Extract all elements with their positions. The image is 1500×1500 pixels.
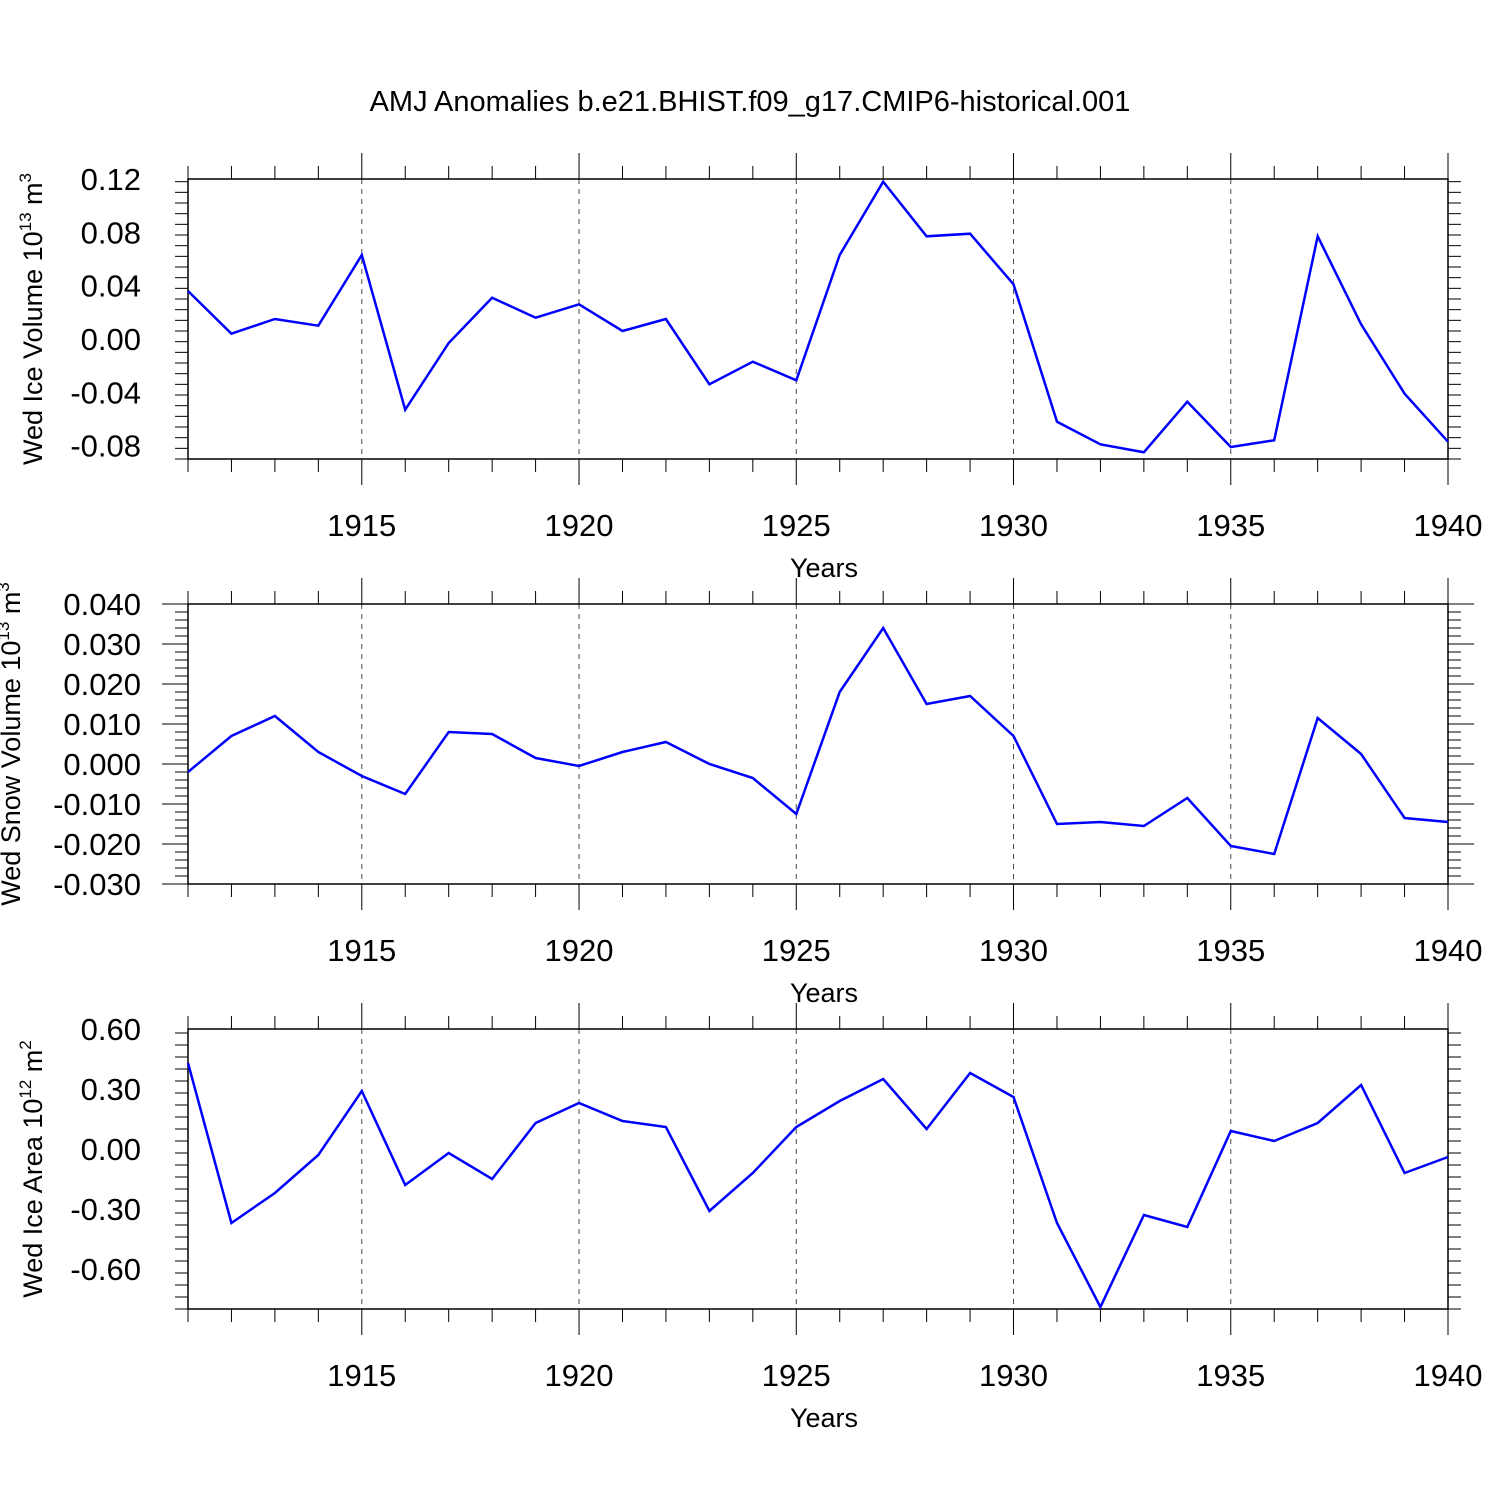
y-axis-label-main: Wed Ice Area 10: [18, 1099, 48, 1298]
y-axis-label-main: Wed Snow Volume 10: [0, 641, 26, 906]
plot-frame: [187, 178, 1449, 460]
x-tick-label: 1935: [1196, 933, 1265, 968]
y-tick-label: 0.60: [81, 1012, 141, 1047]
y-tick-label: 0.12: [81, 162, 141, 197]
x-tick-label: 1925: [762, 1358, 831, 1393]
y-tick-label: -0.030: [53, 867, 141, 902]
y-tick-label: 0.08: [81, 215, 141, 250]
y-tick-label: 0.030: [63, 627, 141, 662]
y-tick-label: 0.30: [81, 1072, 141, 1107]
x-axis-label: Years: [790, 978, 858, 1008]
plot-frame: [187, 1028, 1449, 1310]
y-tick-label: 0.00: [81, 322, 141, 357]
series-line: [186, 1062, 1449, 1310]
x-tick-label: 1935: [1196, 1358, 1265, 1393]
x-tick-label: 1930: [979, 933, 1048, 968]
x-tick-label: 1930: [979, 1358, 1048, 1393]
x-tick-label: 1940: [1414, 1358, 1483, 1393]
x-tick-label: 1925: [762, 933, 831, 968]
y-tick-label: -0.60: [70, 1252, 141, 1287]
x-axis-label: Years: [790, 1403, 858, 1433]
y-tick-label: 0.000: [63, 747, 141, 782]
y-axis-label: Wed Ice Area 1012 m2: [16, 1040, 48, 1298]
x-tick-label: 1915: [327, 508, 396, 543]
y-axis-label-unit: m: [18, 182, 48, 212]
y-tick-label: 0.010: [63, 707, 141, 742]
chart-panel-3: 1915 1920 1925 1930 1935 1940 Years 0.60 0.30 0.0…: [16, 1003, 1482, 1433]
y-axis-label: Wed Ice Volume 1013 m3: [16, 173, 48, 465]
y-tick-label: 0.040: [63, 587, 141, 622]
x-tick-label: 1915: [327, 1358, 396, 1393]
y-axis-label-unit-exponent: 2: [16, 1040, 35, 1049]
chart-title: AMJ Anomalies b.e21.BHIST.f09_g17.CMIP6-…: [369, 86, 1131, 118]
y-tick-label: -0.08: [70, 429, 141, 464]
x-tick-label: 1925: [762, 508, 831, 543]
x-tick-label: 1940: [1414, 508, 1483, 543]
y-axis-label-exponent: 13: [16, 212, 35, 231]
x-tick-label: 1930: [979, 508, 1048, 543]
y-tick-label: -0.30: [70, 1192, 141, 1227]
y-axis-label-unit-exponent: 3: [16, 173, 35, 182]
x-axis-label: Years: [790, 553, 858, 583]
series-line: [187, 625, 1449, 856]
y-tick-label: 0.04: [81, 269, 141, 304]
y-axis-label-unit: m: [0, 592, 26, 622]
x-tick-label: 1920: [545, 933, 614, 968]
y-tick-label: 0.00: [81, 1132, 141, 1167]
x-tick-label: 1940: [1414, 933, 1483, 968]
y-axis-label-main: Wed Ice Volume 10: [18, 231, 48, 465]
y-axis-label: Wed Snow Volume 1013 m3: [0, 582, 26, 906]
y-axis-label-unit-exponent: 3: [0, 582, 13, 591]
y-axis-label-exponent: 13: [0, 622, 13, 641]
y-tick-label: -0.010: [53, 787, 141, 822]
y-tick-label: -0.04: [70, 375, 141, 410]
series-line: [187, 179, 1449, 454]
x-tick-label: 1920: [545, 1358, 614, 1393]
x-tick-label: 1920: [545, 508, 614, 543]
plot-frame: [187, 603, 1449, 885]
chart-panel-2: 1915 1920 1925 1930 1935 1940 Years 0.040 0.030 0…: [0, 578, 1482, 1008]
y-axis-label-exponent: 12: [16, 1080, 35, 1099]
y-axis-label-unit: m: [18, 1050, 48, 1080]
x-tick-label: 1915: [327, 933, 396, 968]
x-tick-label: 1935: [1196, 508, 1265, 543]
y-tick-label: -0.020: [53, 827, 141, 862]
chart-panel-1: 1915 1920 1925 1930 1935 1940 Years 0.12 0.08 0.0…: [16, 153, 1482, 583]
y-tick-label: 0.020: [63, 667, 141, 702]
